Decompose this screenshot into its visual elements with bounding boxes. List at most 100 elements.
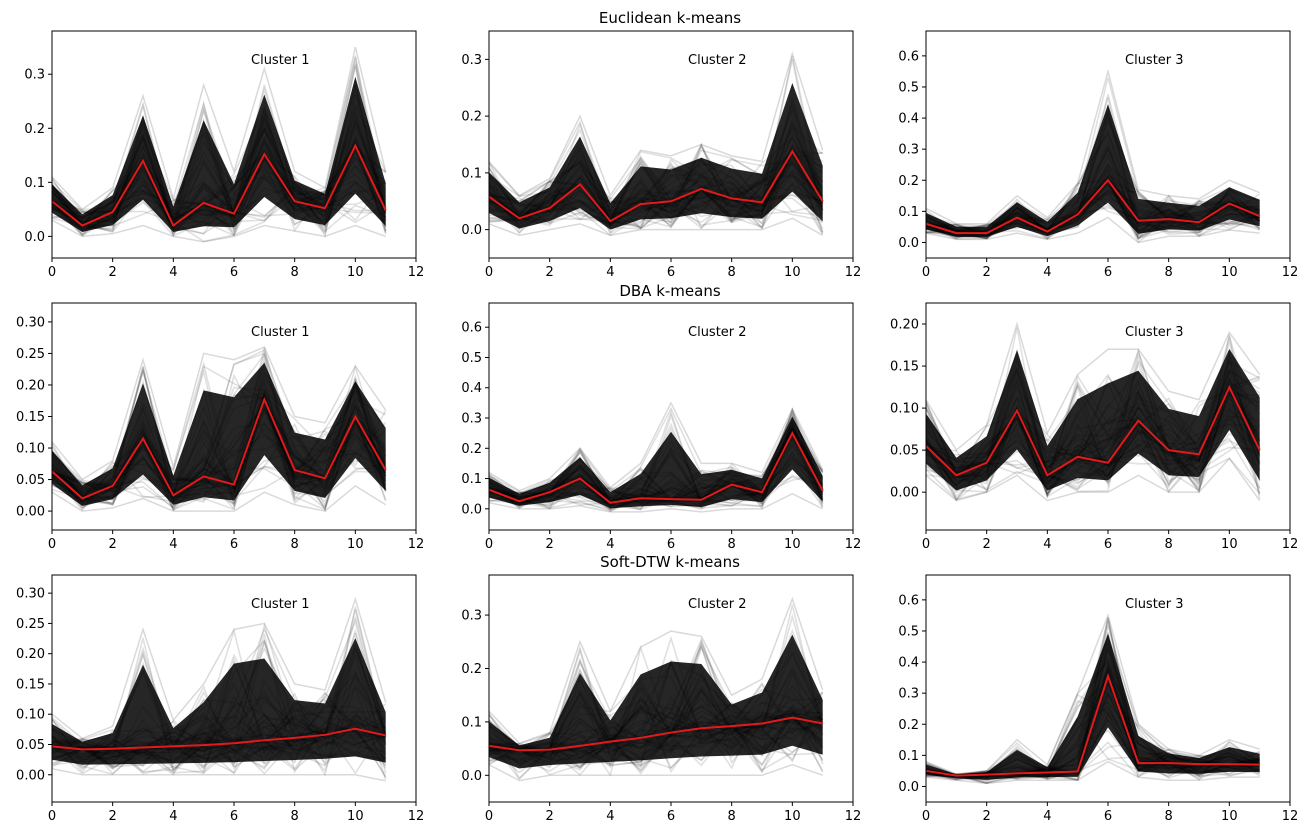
y-tick-label: 0.1	[461, 472, 482, 487]
y-tick-label: 0.1	[898, 205, 919, 220]
y-tick-label: 0.4	[898, 112, 919, 127]
time-series	[52, 694, 387, 775]
time-series	[926, 701, 1261, 777]
time-series	[926, 380, 1261, 477]
x-tick-label: 8	[291, 265, 299, 280]
time-series	[52, 126, 387, 233]
time-series	[489, 699, 824, 769]
x-tick-label: 12	[845, 809, 862, 824]
time-series	[52, 692, 386, 768]
y-tick-label: 0.15	[16, 410, 45, 425]
time-series	[926, 190, 1260, 239]
time-series	[52, 372, 387, 505]
time-series	[52, 121, 387, 230]
time-series	[926, 162, 1260, 233]
time-series	[52, 123, 387, 236]
x-tick-label: 0	[485, 265, 493, 280]
x-tick-label: 12	[1282, 809, 1299, 824]
time-series	[52, 714, 386, 761]
time-series	[52, 714, 387, 766]
time-series	[926, 179, 1261, 240]
time-series	[52, 730, 387, 764]
time-series	[52, 425, 387, 512]
x-tick-label: 2	[983, 265, 991, 280]
x-tick-label: 8	[1165, 537, 1173, 552]
subplot-6: 0 2 4 6 8 10 12 0.00 0.05 0.10 0.15 0.20 Cluster 3	[890, 302, 1298, 552]
y-tick-label: 0.2	[461, 110, 482, 125]
time-series	[489, 703, 824, 761]
time-series	[52, 365, 387, 499]
x-tick-label: 10	[784, 809, 801, 824]
time-series	[926, 387, 1261, 481]
y-tick-label: 0.05	[890, 444, 919, 459]
time-series	[489, 129, 824, 230]
time-series	[489, 150, 823, 228]
time-series	[926, 366, 1261, 483]
time-series	[926, 68, 1260, 225]
time-series	[52, 726, 386, 770]
row-title-dba: DBA k-means	[619, 282, 721, 300]
x-tick-label: 8	[728, 809, 736, 824]
time-series	[52, 721, 386, 763]
y-tick-label: 0.1	[461, 715, 482, 730]
time-series	[52, 104, 387, 235]
time-series	[489, 677, 824, 761]
plot-area	[52, 596, 387, 782]
x-tick-label: 6	[1104, 809, 1112, 824]
time-series	[52, 421, 387, 498]
time-series	[52, 691, 386, 774]
time-series	[926, 644, 1260, 784]
time-series	[926, 385, 1261, 488]
y-tick-label: 0.3	[461, 412, 482, 427]
time-series	[926, 671, 1260, 778]
time-series	[52, 106, 387, 236]
y-tick-label: 0.05	[16, 473, 45, 488]
time-series	[52, 219, 386, 243]
time-series	[489, 151, 824, 226]
time-series	[926, 391, 1261, 489]
y-tick-label: 0.6	[898, 49, 919, 64]
time-series	[489, 191, 823, 227]
x-tick-label: 6	[667, 265, 675, 280]
time-series	[52, 100, 387, 228]
time-series	[52, 642, 387, 767]
x-tick-label: 8	[1165, 809, 1173, 824]
series-density	[489, 82, 823, 230]
x-tick-label: 12	[408, 265, 425, 280]
time-series	[926, 327, 1260, 494]
time-series	[489, 699, 824, 772]
time-series	[489, 143, 824, 234]
y-tick-label: 0.0	[898, 780, 919, 795]
time-series	[489, 699, 824, 753]
time-series	[926, 657, 1260, 776]
x-tick-label: 2	[109, 809, 117, 824]
time-series	[926, 374, 1261, 496]
time-series	[52, 346, 387, 481]
series-density	[52, 362, 386, 507]
cluster-label: Cluster 1	[251, 597, 310, 612]
x-tick-label: 12	[1282, 265, 1299, 280]
time-series	[52, 387, 387, 511]
y-tick-label: 0.5	[898, 80, 919, 95]
time-series	[926, 357, 1261, 481]
time-series	[52, 86, 387, 230]
time-series	[489, 149, 824, 226]
y-tick-label: 0.10	[16, 442, 45, 457]
x-tick-label: 8	[1165, 265, 1173, 280]
x-tick-label: 4	[169, 537, 177, 552]
x-tick-label: 6	[1104, 265, 1112, 280]
time-series	[489, 142, 824, 231]
y-tick-label: 0.30	[16, 315, 45, 330]
time-series	[52, 652, 386, 771]
time-series	[489, 437, 824, 511]
y-tick-label: 0.5	[898, 624, 919, 639]
plot-area	[926, 321, 1261, 502]
time-series	[52, 638, 387, 777]
x-tick-label: 0	[922, 809, 930, 824]
series-density	[52, 638, 386, 765]
time-series	[52, 157, 387, 226]
time-series	[52, 107, 387, 236]
time-series	[52, 725, 387, 775]
time-series	[52, 650, 387, 772]
time-series	[489, 657, 823, 754]
